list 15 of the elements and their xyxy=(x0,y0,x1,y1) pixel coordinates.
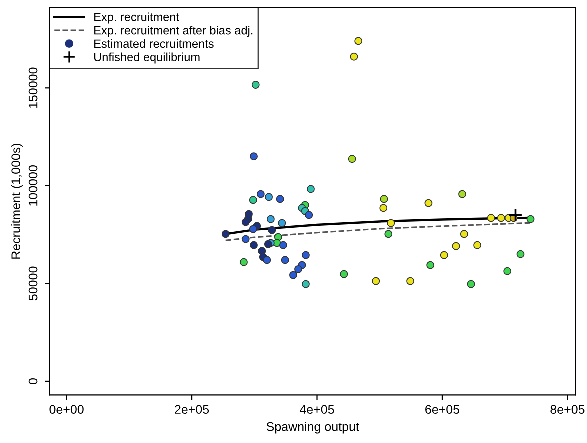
x-axis-title: Spawning output xyxy=(266,422,360,434)
x-tick-label: 2e+05 xyxy=(175,405,210,414)
x-tick-label: 0e+00 xyxy=(50,405,84,414)
legend-label: Estimated recruitments xyxy=(94,39,214,48)
legend-label: Unfished equilibrium xyxy=(94,52,200,64)
y-axis-title: Recruitment (1,000s) xyxy=(11,144,23,259)
legend-label: Exp. recruitment xyxy=(94,12,180,24)
x-tick-label: 4e+05 xyxy=(300,405,334,414)
y-tick-label: 50000 xyxy=(28,266,38,301)
x-tick-label: 8e+05 xyxy=(550,405,585,414)
legend-label: Exp. recruitment after bias adj. xyxy=(94,26,253,38)
y-tick-label: 100000 xyxy=(28,166,38,206)
y-tick-label: 0 xyxy=(28,378,38,384)
x-tick-label: 6e+05 xyxy=(426,405,460,414)
y-tick-label: 150000 xyxy=(28,68,38,108)
